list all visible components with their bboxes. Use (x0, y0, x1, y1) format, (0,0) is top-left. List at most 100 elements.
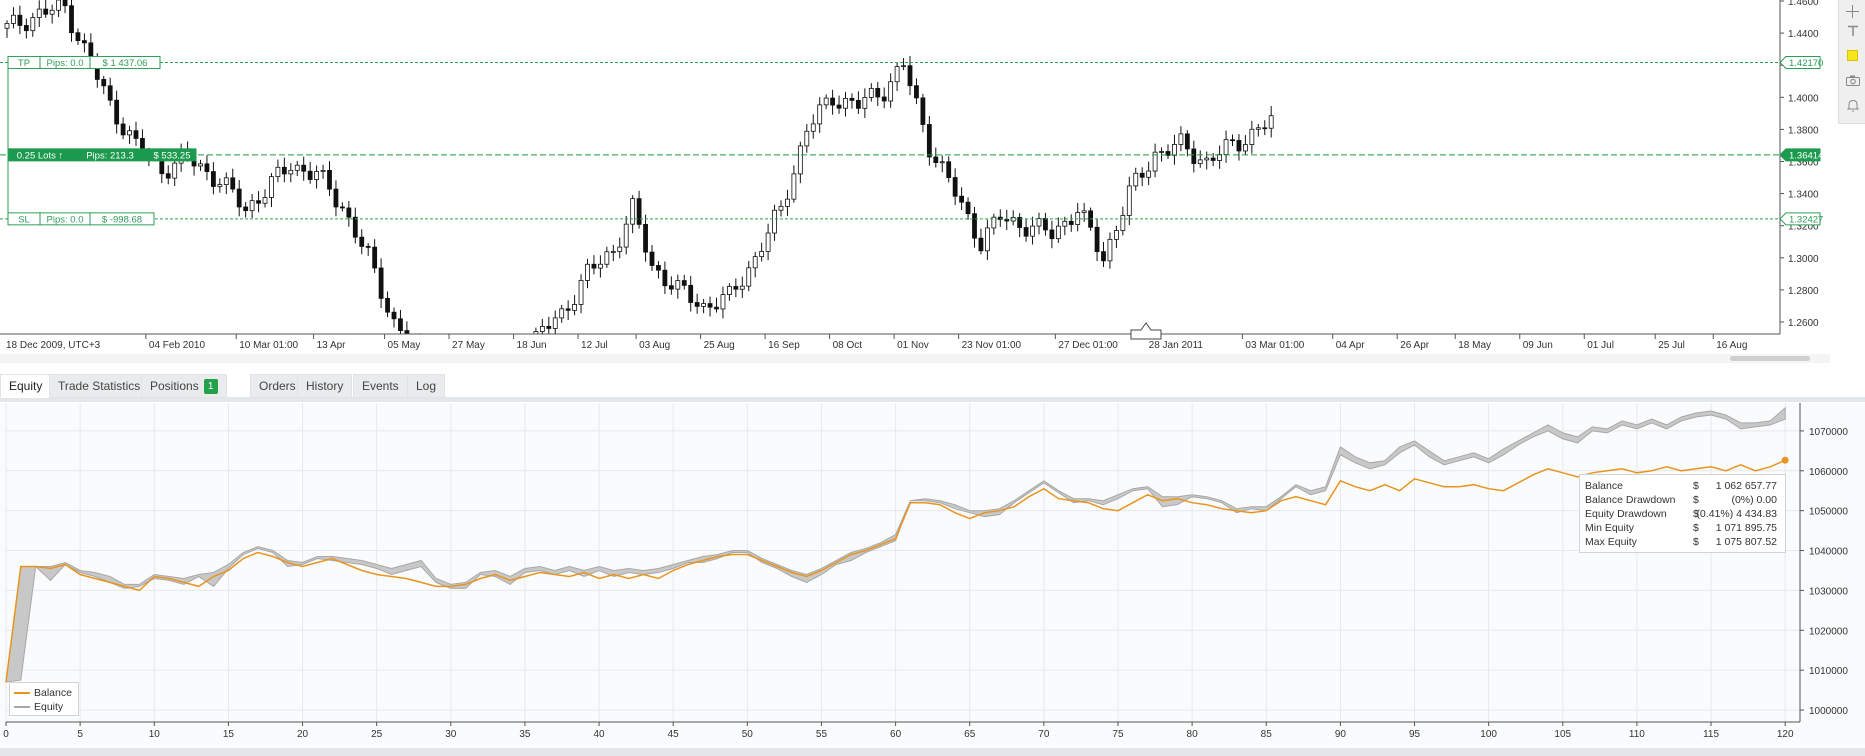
y-tick-label: 1000000 (1809, 706, 1848, 717)
time-tick-label: 03 Mar 01:00 (1245, 340, 1304, 351)
candle-body (985, 227, 990, 252)
bell-icon[interactable] (1843, 96, 1862, 115)
candle-body (972, 213, 977, 239)
candle-body (810, 123, 816, 132)
candle-body (1210, 157, 1216, 161)
candle (765, 223, 771, 261)
tab-label: Positions (150, 379, 199, 393)
x-tick-label: 95 (1409, 729, 1421, 740)
candle-body (256, 200, 261, 204)
candle-body (120, 123, 126, 136)
price-chart[interactable]: 1.46001.44001.42001.40001.38001.36001.34… (0, 0, 1838, 369)
candle (946, 156, 952, 183)
crosshair-icon[interactable] (1843, 2, 1862, 21)
legend-item-equity[interactable]: Equity (14, 700, 63, 714)
time-tick-label: 04 Feb 2010 (149, 340, 206, 351)
candle (1191, 140, 1197, 173)
candle (1139, 167, 1145, 186)
candle-body (701, 303, 706, 307)
candle-body (223, 177, 229, 185)
candle-body (1133, 172, 1139, 187)
tab-label: Equity (9, 379, 43, 393)
camera-icon[interactable] (1843, 71, 1862, 90)
candle (256, 191, 261, 213)
candle (707, 296, 713, 317)
candle-body (926, 124, 932, 158)
candle-body (165, 173, 171, 179)
candle (288, 163, 294, 183)
candle (862, 88, 868, 118)
x-tick-label: 15 (223, 729, 235, 740)
candle-body (546, 326, 552, 329)
legend-label: Balance (34, 687, 72, 699)
time-tick-label: 16 Sep (768, 340, 800, 351)
candle (398, 309, 403, 334)
tab-positions[interactable]: Positions 1 (141, 374, 227, 398)
equity-series-band (5, 406, 1786, 683)
tab-events[interactable]: Events (353, 374, 408, 398)
candle (965, 197, 971, 220)
entry-label-text: Pips: 213.3 (86, 150, 134, 161)
candle-body (1243, 144, 1248, 152)
candle-body (1268, 115, 1274, 129)
scrollbar-thumb[interactable] (1730, 356, 1810, 361)
time-tick-label: 26 Apr (1400, 340, 1430, 351)
x-tick-label: 60 (890, 729, 902, 740)
candle-body (352, 216, 358, 238)
candle-body (320, 169, 326, 172)
candle (1017, 213, 1023, 238)
candle-body (843, 98, 848, 109)
tab-history[interactable]: History (297, 374, 353, 398)
equity-chart-canvas[interactable]: 1070000106000010500001040000103000010200… (0, 403, 1865, 748)
equity-chart[interactable]: 1070000 1060000 1050000 1040000 1030000 10200… (0, 403, 1865, 756)
candle (804, 124, 810, 153)
tab-equity[interactable]: Equity (0, 374, 52, 398)
tp-price-tag (1779, 55, 1821, 69)
candle-body (991, 216, 997, 229)
candle-body (1055, 225, 1061, 240)
candle (675, 274, 681, 299)
candle (785, 189, 790, 216)
candle-body (1030, 225, 1035, 237)
chart-position-marker (1130, 322, 1162, 340)
time-tick-label: 18 Jun (517, 340, 547, 351)
candle-body (1249, 128, 1255, 145)
candle-body (714, 306, 719, 310)
candle-body (578, 280, 584, 305)
legend-item-balance[interactable]: Balance (14, 686, 72, 700)
candle-body (1036, 218, 1042, 227)
sl-price-text: 1.32427 (1789, 214, 1823, 225)
candle (1268, 106, 1274, 138)
candle (843, 91, 848, 117)
candle-body (1017, 217, 1023, 228)
tab-label: Log (416, 379, 437, 393)
candle (1172, 134, 1177, 165)
candle-body (668, 285, 674, 290)
time-tick-label: 04 Apr (1336, 340, 1366, 351)
candle-body (56, 0, 61, 11)
time-start-label: 18 Dec 2009, UTC+3 (6, 340, 101, 351)
note-icon[interactable] (1843, 46, 1862, 65)
candle-body (249, 200, 255, 212)
candle-body (4, 23, 10, 29)
equity-stats-tooltip: Balance $1 062 657.77 Balance Drawdown $ (0… (1579, 474, 1786, 553)
chart-horizontal-scrollbar[interactable] (0, 354, 1830, 363)
candle-body (275, 166, 281, 178)
candle (791, 165, 797, 203)
candle (610, 244, 616, 262)
tab-log[interactable]: Log (407, 374, 446, 398)
x-tick-label: 110 (1629, 729, 1645, 740)
y-tick-label: 1030000 (1809, 586, 1848, 597)
tab-trade-statistics[interactable]: Trade Statistics (49, 374, 150, 398)
candle (301, 156, 307, 181)
candle (823, 94, 829, 110)
candle-body (359, 236, 365, 247)
price-chart-canvas[interactable]: 1.46001.44001.42001.40001.38001.36001.34… (0, 0, 1838, 369)
entry-price-text: 1.36414 (1789, 150, 1823, 161)
y-tick-label: 1070000 (1809, 427, 1848, 438)
candle-body (604, 251, 610, 265)
candle-body (17, 14, 23, 26)
stat-currency: $ (1693, 494, 1699, 506)
text-icon[interactable] (1843, 21, 1862, 40)
bottom-tabs: Equity Trade Statistics Positions 1 Order… (0, 374, 1865, 402)
